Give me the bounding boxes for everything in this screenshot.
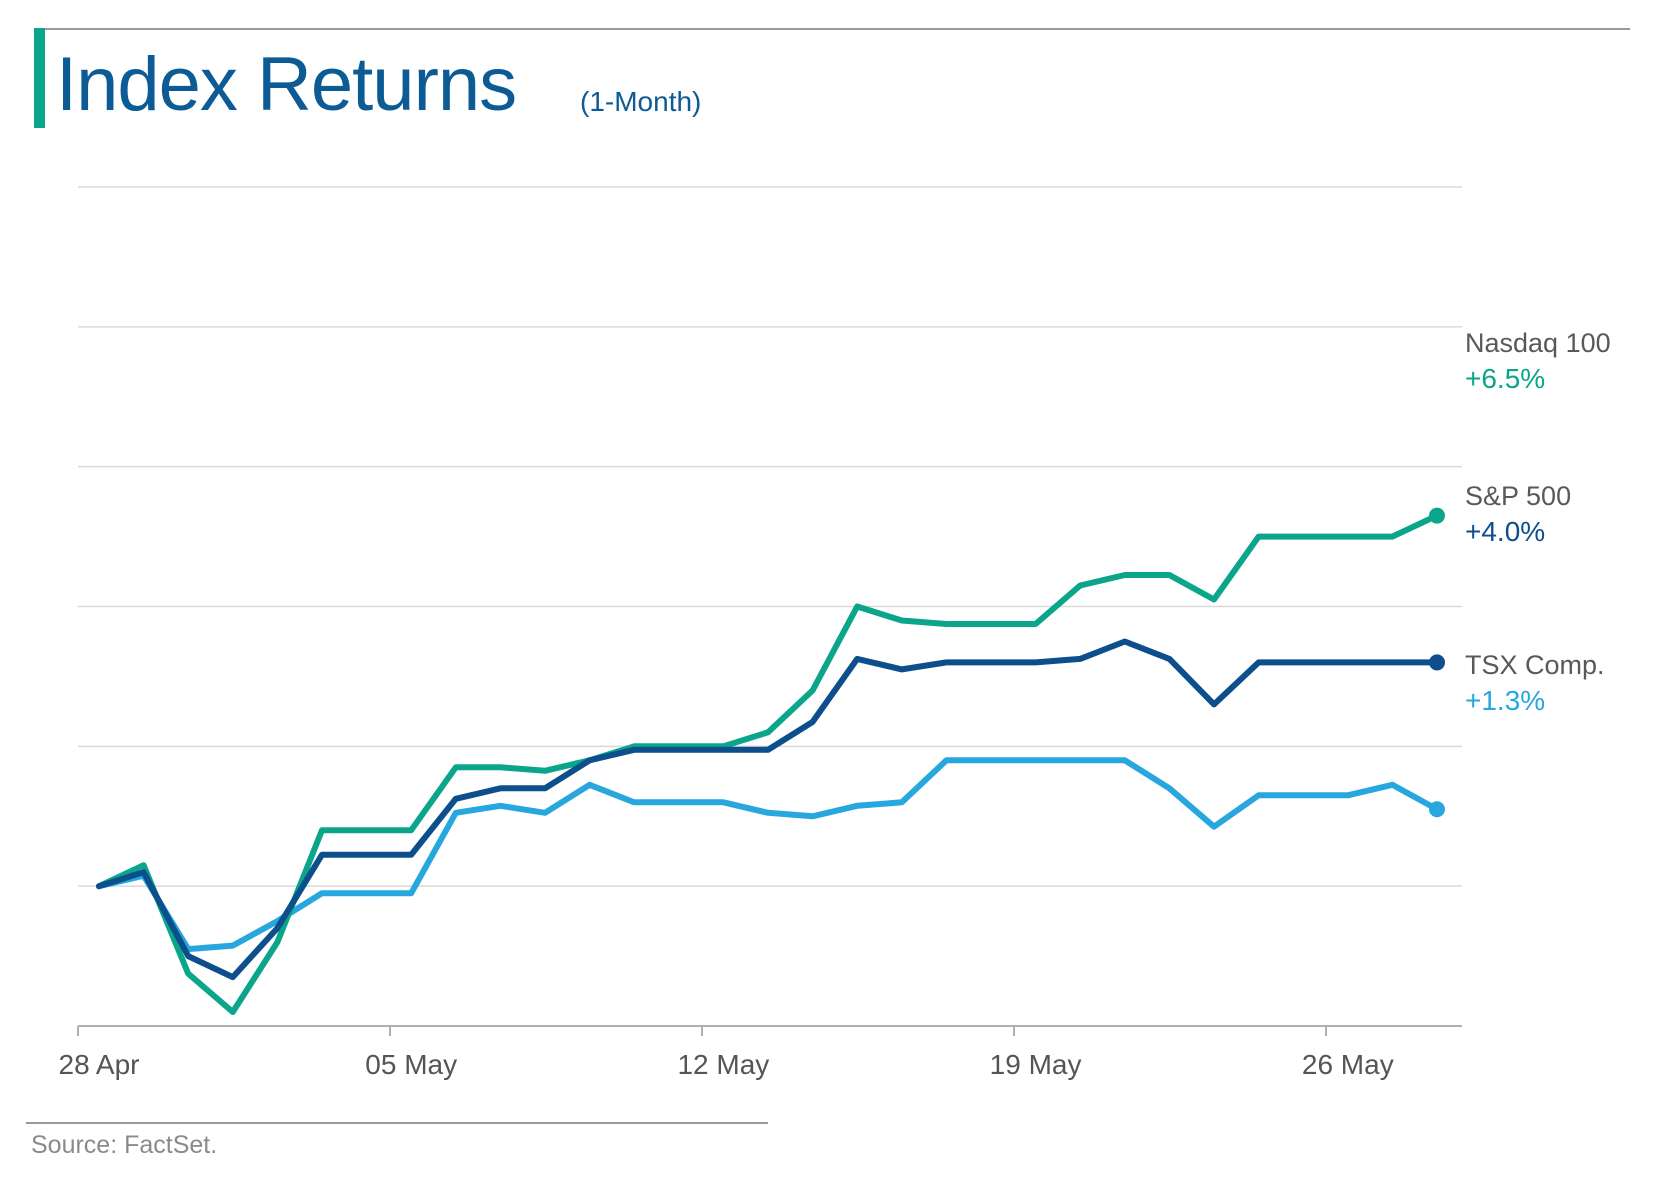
series-end-marker — [1429, 507, 1445, 524]
title-accent-bar — [34, 28, 45, 128]
x-tick-label: 12 May — [677, 1049, 769, 1080]
x-tick-label: 26 May — [1302, 1049, 1394, 1080]
x-tick-label: 05 May — [365, 1049, 457, 1080]
chart-title: Index Returns — [56, 42, 517, 127]
series-name-label: S&P 500 — [1465, 481, 1571, 511]
series-return-label: +1.3% — [1465, 685, 1545, 716]
series-name-label: TSX Comp. — [1465, 650, 1605, 680]
series-line-nasdaq-100 — [96, 512, 1440, 1015]
series-end-marker — [1429, 801, 1445, 818]
series-end-marker — [1429, 654, 1445, 671]
chart-subtitle: (1-Month) — [580, 86, 702, 117]
bottom-rule — [26, 1122, 768, 1124]
x-tick-label: 19 May — [990, 1049, 1082, 1080]
grid-lines — [78, 186, 1462, 887]
series-return-label: +6.5% — [1465, 363, 1545, 394]
series-line-tsx-comp- — [96, 757, 1440, 953]
x-axis: 28 Apr 05 May 12 May 19 May 26 May — [59, 1025, 1462, 1080]
x-tick-label: 28 Apr — [59, 1049, 140, 1080]
series-line-s-p-500 — [96, 638, 1440, 981]
series-return-label: +4.0% — [1465, 516, 1545, 547]
top-rule — [34, 28, 1630, 30]
series-lines — [96, 507, 1445, 1015]
source-note: Source: FactSet. — [31, 1131, 218, 1159]
end-labels: Nasdaq 100 +6.5% S&P 500 +4.0% TSX Comp. +1.3… — [1465, 328, 1611, 716]
series-name-label: Nasdaq 100 — [1465, 328, 1611, 358]
